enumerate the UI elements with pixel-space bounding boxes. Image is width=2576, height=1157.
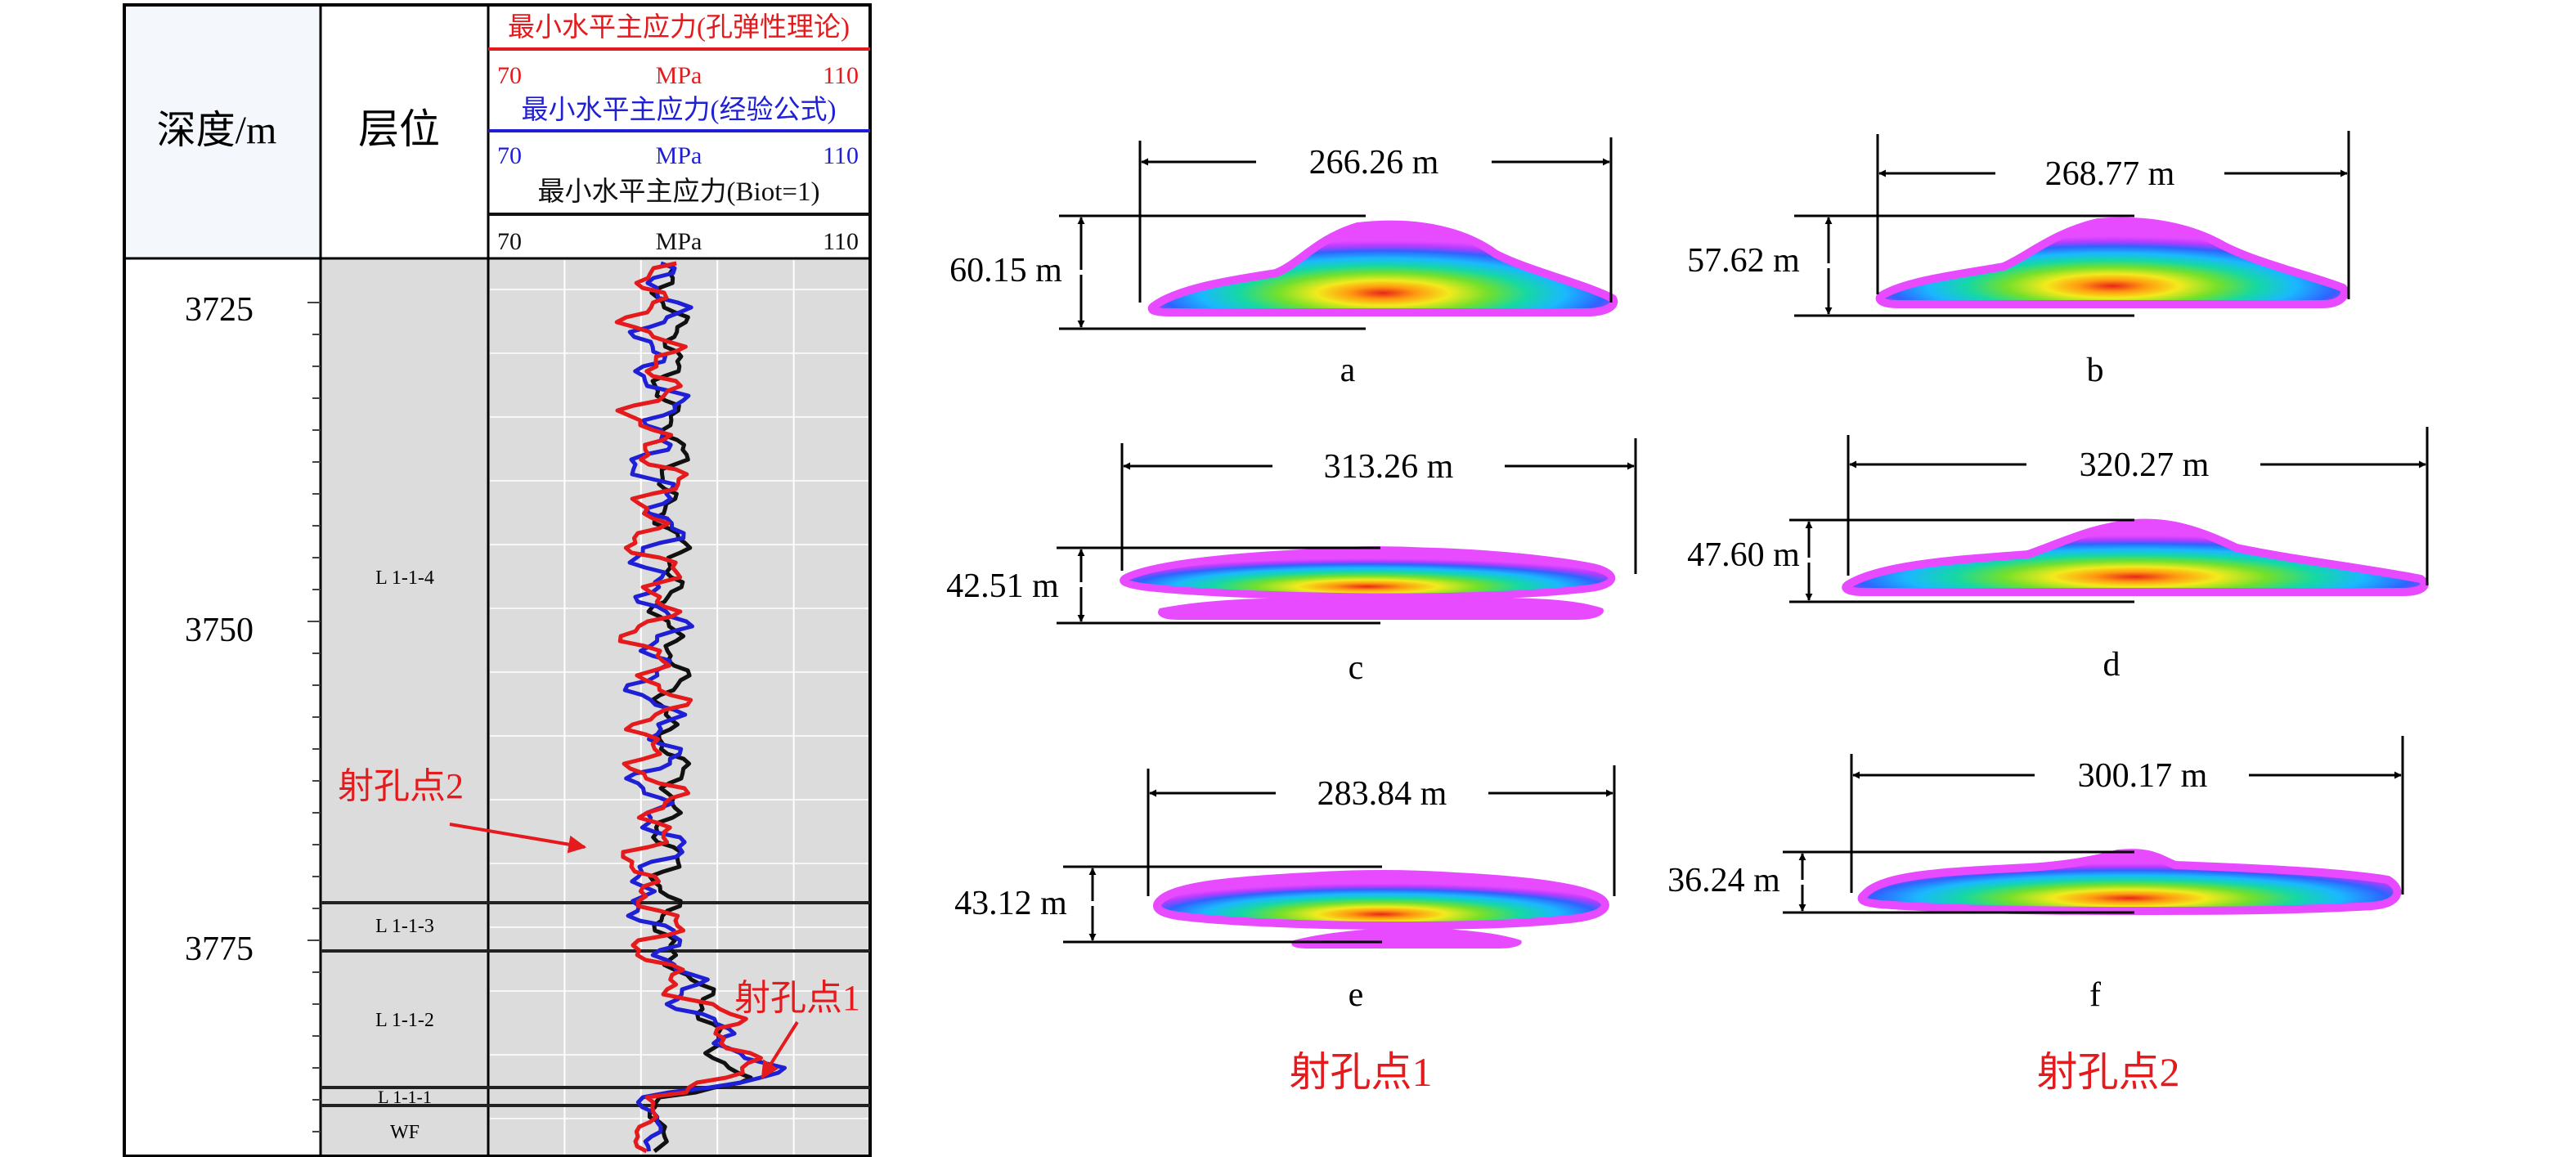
- perforation-2-arrow: [449, 823, 587, 854]
- fracture-c: 313.26 m 42.51 m c: [946, 438, 1637, 687]
- fracture-e: 283.84 m 43.12 m e: [954, 765, 1616, 1014]
- layer-label-l111: L 1-1-1: [378, 1087, 432, 1107]
- layer-label-l114: L 1-1-4: [375, 567, 434, 589]
- perforation-1-label: 射孔点1: [734, 978, 860, 1018]
- layer-label-l112: L 1-1-2: [375, 1010, 434, 1031]
- fracture-e-id: e: [1349, 976, 1364, 1014]
- column-title-perforation-2: 射孔点2: [2037, 1049, 2180, 1095]
- log-frame: [123, 3, 872, 1157]
- fracture-a-shape: [1147, 220, 1618, 316]
- curve-blue-unit: MPa: [656, 142, 702, 169]
- log-panel: 深度/m 层位 最小水平主应力(孔弹性理论) 70 MPa 110 最小水平主应…: [123, 3, 872, 1157]
- fracture-c-shape: [1158, 589, 1604, 620]
- perforation-2-label: 射孔点2: [338, 766, 464, 806]
- fracture-d-shape: [1842, 518, 2429, 596]
- depth-header: 深度/m: [157, 109, 277, 152]
- curve-blue-line: [622, 261, 787, 1152]
- layer-label-wf: WF: [390, 1122, 420, 1143]
- layer-label-l113: L 1-1-3: [375, 916, 434, 937]
- fracture-f-width: 300.17 m: [2078, 757, 2208, 795]
- fracture-f-shape: [1857, 849, 2402, 915]
- fracture-b-height: 57.62 m: [1687, 242, 1800, 280]
- curve-black-min: 70: [497, 228, 522, 255]
- fracture-d-width: 320.27 m: [2080, 446, 2210, 484]
- fracture-c-width: 313.26 m: [1324, 448, 1454, 486]
- depth-label-3725: 3725: [185, 291, 254, 329]
- fracture-d-height: 47.60 m: [1687, 536, 1800, 574]
- curve-blue-title: 最小水平主应力(经验公式): [522, 95, 837, 125]
- fracture-a-id: a: [1340, 352, 1356, 389]
- curve-red-max: 110: [823, 62, 859, 89]
- layer-track-bg: [321, 258, 488, 1156]
- curve-red-line: [614, 261, 763, 1154]
- depth-label-3775: 3775: [185, 931, 254, 968]
- fracture-c-id: c: [1349, 649, 1364, 687]
- curve-black-unit: MPa: [656, 228, 702, 255]
- fracture-f-height: 36.24 m: [1667, 862, 1780, 899]
- curve-legend: 最小水平主应力(孔弹性理论) 70 MPa 110 最小水平主应力(经验公式) …: [488, 12, 870, 255]
- perforation-1-arrow: [761, 1020, 799, 1079]
- fracture-f-id: f: [2089, 976, 2101, 1014]
- curve-red-title: 最小水平主应力(孔弹性理论): [508, 12, 850, 43]
- fracture-e-width: 283.84 m: [1317, 775, 1447, 813]
- fracture-f: 300.17 m 36.24 m f: [1667, 736, 2404, 1014]
- column-title-perforation-1: 射孔点1: [1290, 1049, 1433, 1095]
- fracture-a-height: 60.15 m: [949, 252, 1062, 289]
- layer-boundaries: [321, 901, 870, 1107]
- fracture-d: 320.27 m 47.60 m d: [1687, 427, 2429, 684]
- fracture-a: 266.26 m 60.15 m a: [949, 137, 1618, 389]
- depth-ticks: [307, 302, 321, 1132]
- fracture-e-height: 43.12 m: [954, 885, 1067, 922]
- depth-track-bg: [124, 258, 321, 1156]
- fracture-b: 268.77 m 57.62 m b: [1687, 131, 2350, 389]
- fracture-a-width: 266.26 m: [1309, 144, 1439, 182]
- curve-black-max: 110: [823, 228, 859, 255]
- curve-grid: [490, 260, 868, 1155]
- fracture-d-id: d: [2103, 646, 2120, 684]
- curve-blue-max: 110: [823, 142, 859, 169]
- layer-header: 层位: [358, 106, 440, 152]
- fracture-b-width: 268.77 m: [2045, 155, 2175, 193]
- fracture-b-shape: [1875, 217, 2349, 308]
- fracture-c-height: 42.51 m: [946, 567, 1059, 605]
- depth-label-3750: 3750: [185, 612, 254, 649]
- fracture-e-shape: [1153, 870, 1609, 930]
- curve-red-unit: MPa: [656, 62, 702, 89]
- fracture-b-id: b: [2087, 352, 2104, 389]
- curve-red-min: 70: [497, 62, 522, 89]
- depth-header-bg: [124, 5, 321, 258]
- curve-black-title: 最小水平主应力(Biot=1): [538, 177, 820, 207]
- fracture-c-main: [1120, 546, 1615, 601]
- curve-blue-min: 70: [497, 142, 522, 169]
